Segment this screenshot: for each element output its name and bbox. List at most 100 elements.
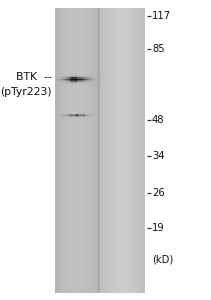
Text: (pTyr223): (pTyr223) bbox=[0, 86, 52, 97]
Bar bbox=[83, 8, 84, 292]
Bar bbox=[97, 8, 98, 292]
Bar bbox=[74, 8, 75, 292]
Bar bbox=[108, 8, 109, 292]
Bar bbox=[64, 8, 65, 292]
Bar bbox=[90, 8, 91, 292]
Text: 34: 34 bbox=[152, 151, 164, 161]
Bar bbox=[138, 8, 139, 292]
Bar bbox=[134, 8, 135, 292]
Bar bbox=[122, 8, 123, 292]
Bar bbox=[81, 8, 82, 292]
Bar bbox=[127, 8, 128, 292]
Bar bbox=[107, 8, 108, 292]
Bar bbox=[112, 8, 113, 292]
Bar bbox=[120, 8, 121, 292]
Bar bbox=[70, 8, 71, 292]
Bar bbox=[130, 8, 131, 292]
Text: 19: 19 bbox=[152, 223, 165, 233]
Bar bbox=[87, 8, 88, 292]
Bar bbox=[101, 8, 102, 292]
Bar bbox=[55, 8, 56, 292]
Bar bbox=[95, 8, 96, 292]
Bar bbox=[84, 8, 85, 292]
Bar bbox=[58, 8, 59, 292]
Bar bbox=[142, 8, 143, 292]
Bar bbox=[56, 8, 57, 292]
Text: 26: 26 bbox=[152, 188, 165, 198]
Bar bbox=[119, 8, 120, 292]
Bar bbox=[79, 8, 80, 292]
Bar bbox=[129, 8, 130, 292]
Text: (kD): (kD) bbox=[152, 254, 173, 265]
Bar bbox=[102, 8, 103, 292]
Bar bbox=[97, 8, 98, 292]
Bar bbox=[119, 8, 120, 292]
Bar bbox=[59, 8, 60, 292]
Bar bbox=[88, 8, 89, 292]
Bar bbox=[135, 8, 136, 292]
Bar bbox=[85, 8, 86, 292]
Bar bbox=[123, 8, 124, 292]
Bar bbox=[57, 8, 58, 292]
Bar bbox=[87, 8, 88, 292]
Bar bbox=[111, 8, 112, 292]
Bar bbox=[61, 8, 62, 292]
Bar bbox=[89, 8, 90, 292]
Bar bbox=[114, 8, 115, 292]
Bar bbox=[76, 8, 77, 292]
Bar bbox=[117, 8, 118, 292]
Bar bbox=[92, 8, 93, 292]
Bar bbox=[136, 8, 137, 292]
Bar bbox=[142, 8, 143, 292]
Bar bbox=[110, 8, 111, 292]
Bar bbox=[98, 8, 100, 292]
Bar bbox=[118, 8, 119, 292]
Bar bbox=[93, 8, 94, 292]
Text: 117: 117 bbox=[152, 11, 171, 21]
Bar bbox=[58, 8, 60, 292]
Bar bbox=[89, 8, 90, 292]
Bar bbox=[116, 8, 117, 292]
Bar bbox=[65, 8, 66, 292]
Bar bbox=[73, 8, 74, 292]
Bar bbox=[82, 8, 83, 292]
Bar bbox=[86, 8, 87, 292]
Bar bbox=[106, 8, 107, 292]
Bar bbox=[75, 8, 76, 292]
Text: BTK  --: BTK -- bbox=[16, 71, 52, 82]
Bar bbox=[96, 8, 97, 292]
Bar bbox=[66, 8, 67, 292]
Bar bbox=[132, 8, 133, 292]
Bar bbox=[115, 8, 116, 292]
Bar bbox=[100, 8, 145, 292]
Bar bbox=[92, 8, 93, 292]
Bar bbox=[79, 8, 80, 292]
Bar bbox=[121, 8, 122, 292]
Bar bbox=[80, 8, 81, 292]
Bar bbox=[68, 8, 69, 292]
Bar bbox=[71, 8, 72, 292]
Bar bbox=[133, 8, 134, 292]
Bar bbox=[94, 8, 95, 292]
Bar bbox=[116, 8, 117, 292]
Bar bbox=[125, 8, 126, 292]
Bar bbox=[55, 8, 98, 292]
Bar bbox=[143, 8, 144, 292]
Bar bbox=[77, 8, 78, 292]
Text: 48: 48 bbox=[152, 115, 164, 125]
Bar bbox=[66, 8, 67, 292]
Bar bbox=[62, 8, 63, 292]
Bar bbox=[61, 8, 62, 292]
Bar bbox=[109, 8, 110, 292]
Bar bbox=[128, 8, 129, 292]
Bar bbox=[60, 8, 61, 292]
Bar bbox=[105, 8, 106, 292]
Bar bbox=[81, 8, 83, 292]
Bar bbox=[100, 8, 101, 292]
Bar bbox=[84, 8, 85, 292]
Bar bbox=[103, 8, 104, 292]
Bar bbox=[131, 8, 132, 292]
Bar bbox=[63, 8, 64, 292]
Bar bbox=[130, 8, 131, 292]
Bar bbox=[78, 8, 79, 292]
